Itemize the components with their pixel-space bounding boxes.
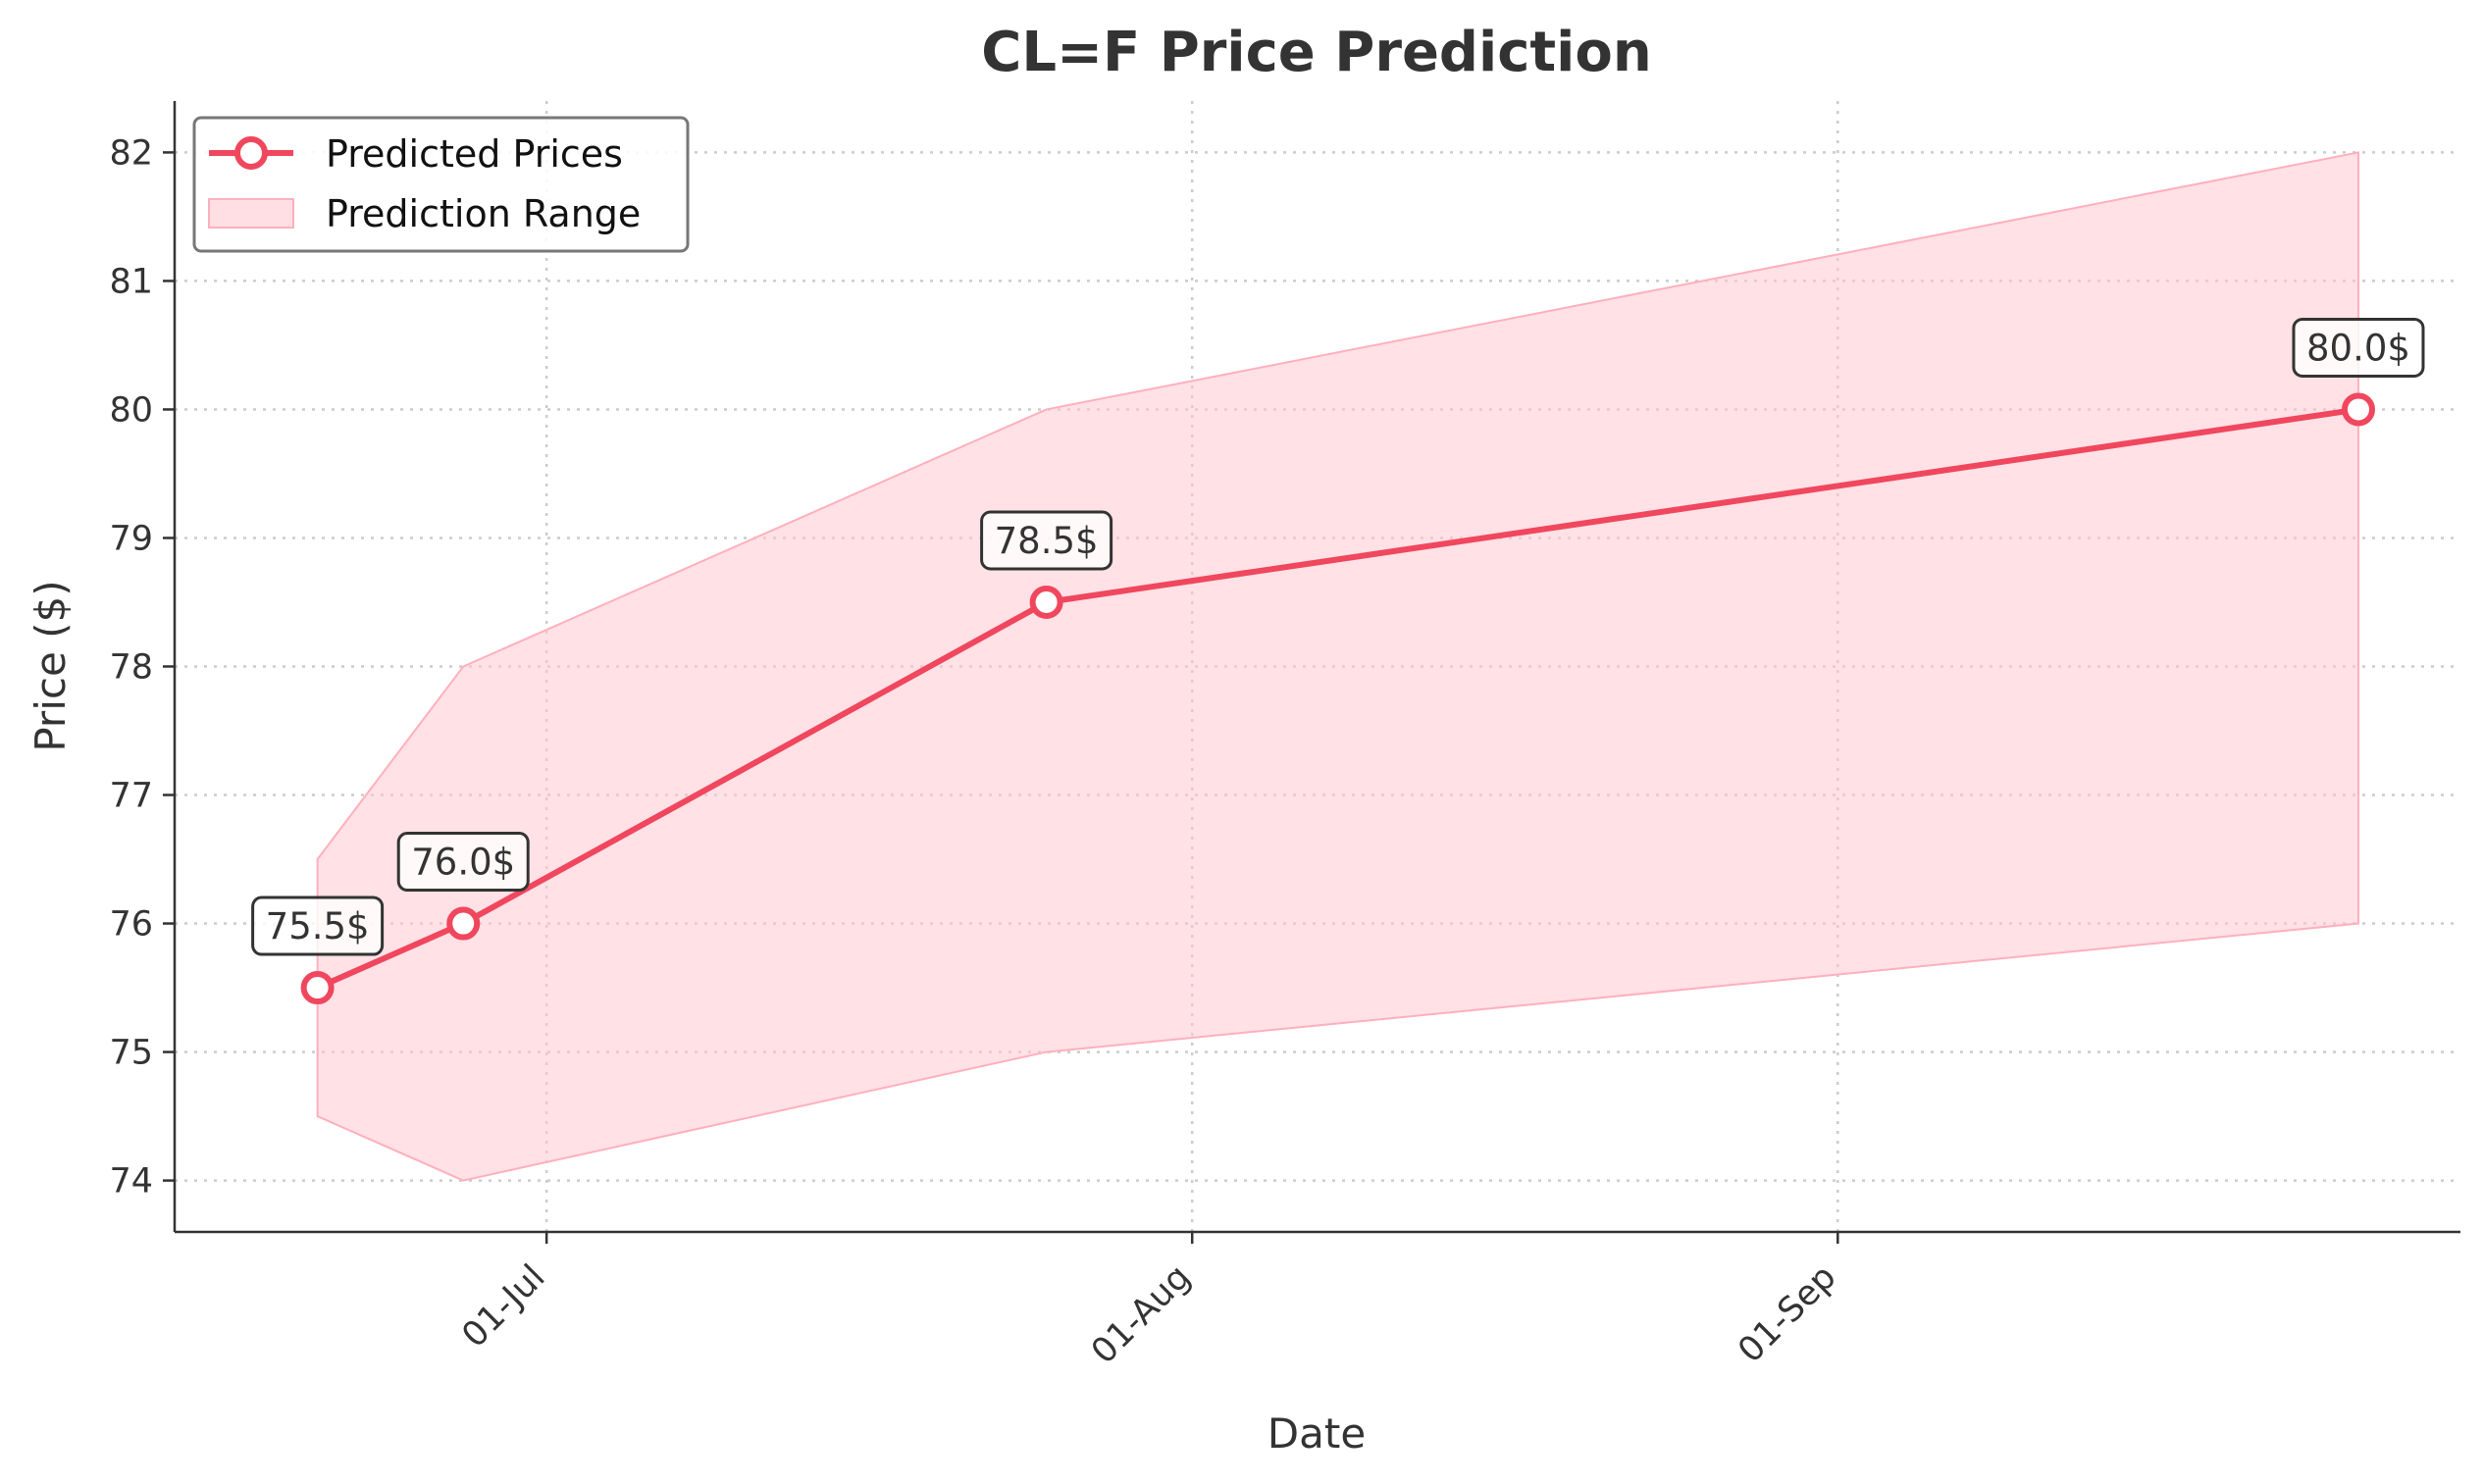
data-label: 75.5$ bbox=[266, 905, 370, 947]
predicted-price-point bbox=[2341, 392, 2375, 427]
x-axis-label: Date bbox=[1267, 1409, 1366, 1458]
legend-frame bbox=[192, 116, 690, 253]
data-labels: 75.5$ 76.0$ 78.5$ 80.0$ bbox=[251, 317, 2425, 956]
x-tick-label: 01-Aug bbox=[1084, 1257, 1198, 1371]
legend-range-swatch bbox=[208, 198, 294, 229]
data-label-box bbox=[251, 896, 385, 956]
prediction-range-layer bbox=[316, 151, 2359, 1182]
legend-prediction-range: Prediction Range bbox=[326, 192, 641, 235]
predicted-price-point bbox=[446, 906, 481, 941]
data-label-box bbox=[396, 832, 530, 893]
predicted-price-point bbox=[300, 971, 335, 1005]
predicted-prices-line bbox=[316, 406, 2359, 991]
y-tick-label: 82 bbox=[109, 133, 153, 173]
y-tick-label: 79 bbox=[109, 519, 153, 558]
legend-predicted-prices: Predicted Prices bbox=[326, 132, 623, 176]
x-tick-label: 01-Sep bbox=[1731, 1257, 1843, 1370]
y-tick-label: 74 bbox=[109, 1162, 153, 1202]
legend-marker-swatch bbox=[234, 136, 268, 170]
data-label-box bbox=[2292, 317, 2425, 378]
chart-title: CL=F Price Prediction bbox=[981, 21, 1651, 84]
y-tick-label: 81 bbox=[109, 262, 153, 301]
y-tick-label: 80 bbox=[109, 390, 153, 430]
series-layer bbox=[300, 392, 2375, 1005]
y-axis-label: Price ($) bbox=[26, 580, 75, 751]
prediction-range-band bbox=[316, 151, 2359, 1182]
data-label: 78.5$ bbox=[995, 520, 1099, 562]
legend: Predicted Prices Prediction Range bbox=[192, 116, 690, 253]
data-label: 76.0$ bbox=[411, 842, 515, 884]
y-tick-label: 78 bbox=[109, 648, 153, 688]
x-tick-label: 01-Jul bbox=[455, 1257, 553, 1356]
predicted-price-point bbox=[1029, 585, 1063, 619]
y-tick-label: 75 bbox=[109, 1034, 153, 1073]
y-tick-label: 76 bbox=[109, 905, 153, 945]
data-label-box bbox=[980, 510, 1113, 571]
y-tick-label: 77 bbox=[109, 777, 153, 816]
data-label: 80.0$ bbox=[2306, 327, 2410, 369]
